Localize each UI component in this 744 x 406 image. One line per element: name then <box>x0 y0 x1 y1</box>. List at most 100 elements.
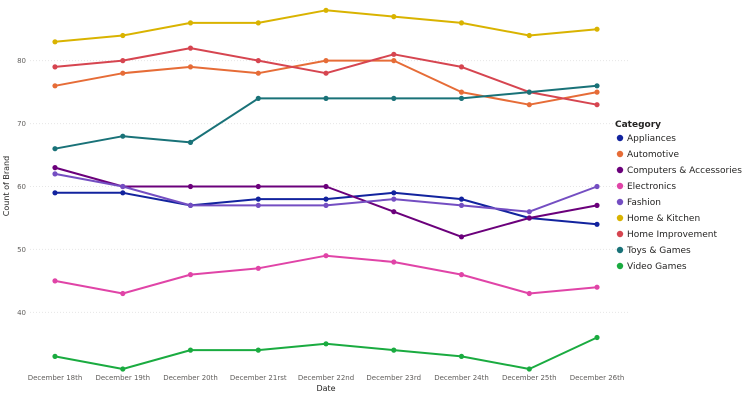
data-point <box>255 347 261 353</box>
data-point <box>594 83 600 89</box>
x-axis-ticks: December 18th December 19th December 20th D… <box>28 374 625 382</box>
data-point <box>458 89 465 95</box>
data-point <box>526 89 532 95</box>
data-point <box>120 58 126 64</box>
data-point <box>255 196 261 202</box>
data-point <box>52 171 58 177</box>
data-point <box>52 165 58 171</box>
x-tick-label: December 25th <box>502 374 557 382</box>
data-point <box>391 196 397 202</box>
legend-marker <box>616 182 624 190</box>
data-point <box>187 45 194 51</box>
y-tick-label: 80 <box>17 57 26 65</box>
data-point <box>255 58 261 64</box>
x-tick-label: December 26th <box>570 374 625 382</box>
legend-item-label: Appliances <box>627 134 676 144</box>
data-point <box>323 95 329 101</box>
x-tick-label: December 24th <box>434 374 489 382</box>
data-point <box>187 20 194 26</box>
data-point <box>187 183 194 190</box>
x-tick-label: December 23rd <box>366 374 421 382</box>
data-point <box>120 366 126 372</box>
x-tick-label: December 19th <box>95 374 150 382</box>
data-point <box>594 89 600 95</box>
data-point <box>391 51 397 57</box>
x-tick-label: December 22nd <box>298 374 354 382</box>
legend-marker <box>616 134 624 142</box>
data-point <box>52 278 58 284</box>
legend-item-label: Electronics <box>627 182 676 192</box>
data-point <box>526 32 532 39</box>
data-point <box>594 334 600 341</box>
series-line <box>54 166 598 238</box>
data-point <box>526 215 532 221</box>
data-point <box>120 133 126 139</box>
data-point <box>323 70 329 76</box>
data-point <box>255 265 261 271</box>
data-point <box>52 39 58 45</box>
legend-item-label: Home Improvement <box>627 230 717 240</box>
data-point <box>255 183 261 190</box>
data-point <box>526 102 532 108</box>
data-point <box>458 353 465 359</box>
legend-marker <box>616 166 624 174</box>
data-point <box>120 32 126 39</box>
data-point <box>594 102 600 108</box>
data-point <box>594 202 600 208</box>
legend-item-label: Home & Kitchen <box>627 214 700 224</box>
data-point <box>458 196 465 202</box>
y-tick-label: 70 <box>17 120 26 128</box>
data-point <box>391 58 397 64</box>
data-point <box>323 253 329 259</box>
data-point <box>187 64 194 70</box>
data-point <box>526 290 532 297</box>
legend: Category Appliances Automotive Computers &… <box>615 120 742 272</box>
data-point <box>323 341 329 347</box>
data-point <box>120 183 126 190</box>
data-point <box>52 64 58 70</box>
y-tick-label: 60 <box>17 183 26 191</box>
y-tick-label: 40 <box>17 309 26 317</box>
data-point <box>594 284 600 290</box>
legend-marker <box>616 150 624 158</box>
legend-item-label: Fashion <box>627 198 661 208</box>
series-line <box>54 84 598 150</box>
legend-title: Category <box>615 120 661 130</box>
x-tick-label: December 20th <box>163 374 218 382</box>
data-point <box>52 146 58 152</box>
series-line <box>54 254 598 295</box>
data-point <box>120 290 126 297</box>
data-point <box>391 209 397 215</box>
y-axis-title: Count of Brand <box>2 156 11 216</box>
data-point <box>391 190 397 196</box>
data-point <box>255 70 261 76</box>
data-point <box>594 26 600 32</box>
y-tick-label: 50 <box>17 246 26 254</box>
series-line <box>54 9 598 43</box>
data-point <box>255 202 261 208</box>
data-point <box>323 58 329 64</box>
data-point <box>52 83 58 89</box>
legend-marker <box>616 230 624 238</box>
legend-marker <box>616 214 624 222</box>
y-axis-ticks: 40 50 60 70 80 <box>17 57 26 317</box>
x-axis-title: Date <box>316 384 335 393</box>
data-point <box>323 202 329 208</box>
data-point <box>458 95 465 101</box>
x-tick-label: December 18th <box>28 374 83 382</box>
x-tick-label: December 21rst <box>230 374 287 382</box>
legend-marker <box>616 198 624 206</box>
series-points <box>52 7 600 372</box>
data-point <box>187 202 194 208</box>
data-point <box>458 64 465 70</box>
data-point <box>255 20 261 26</box>
data-point <box>323 7 329 13</box>
data-point <box>391 14 397 20</box>
data-point <box>391 259 397 265</box>
data-point <box>255 95 261 101</box>
data-point <box>52 190 58 196</box>
data-point <box>391 95 397 101</box>
legend-marker <box>616 246 624 254</box>
legend-item-label: Video Games <box>627 262 687 272</box>
legend-marker <box>616 262 624 270</box>
